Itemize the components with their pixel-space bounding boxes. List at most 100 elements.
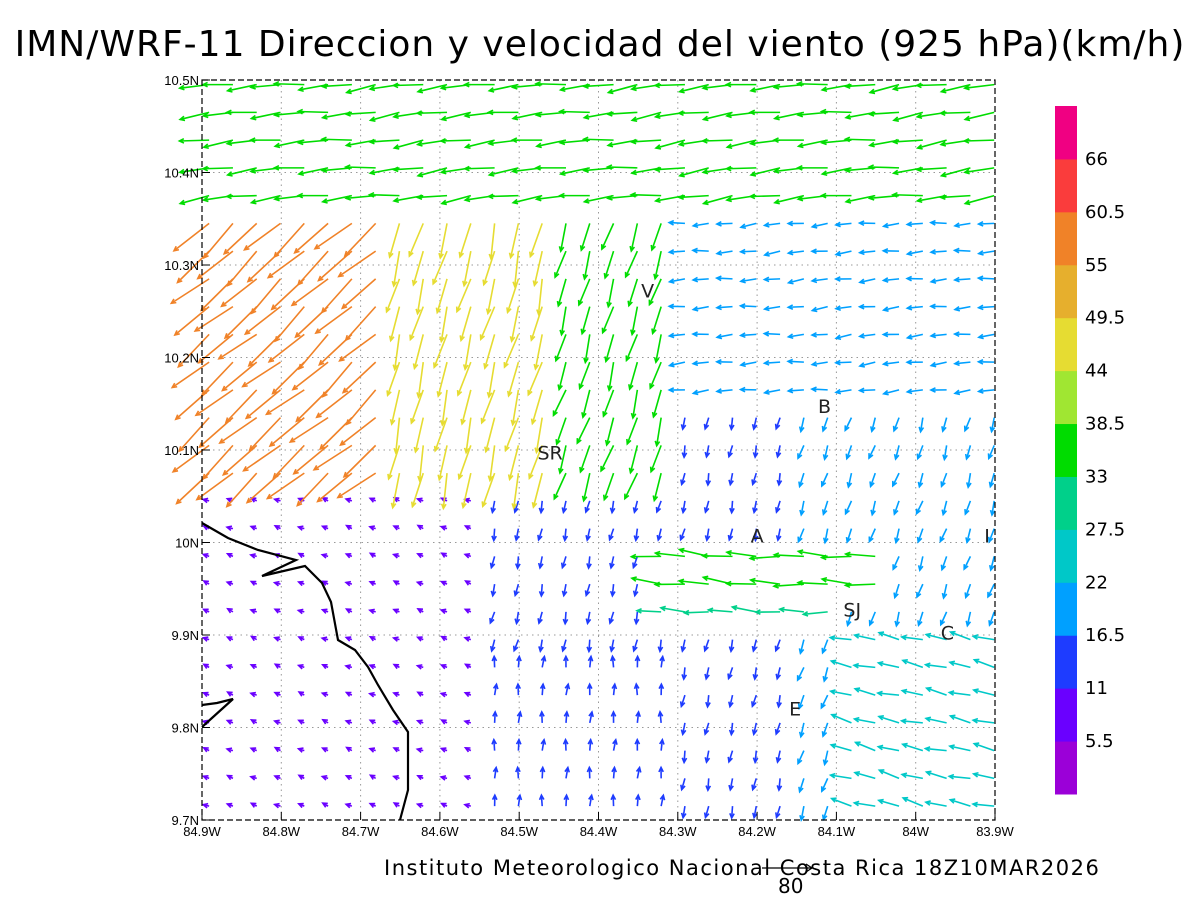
wind-vector bbox=[391, 636, 400, 642]
wind-vector bbox=[775, 750, 782, 764]
vector-shaft bbox=[821, 110, 852, 114]
vector-head bbox=[658, 682, 665, 690]
vector-head bbox=[667, 219, 675, 226]
vector-head bbox=[297, 552, 304, 559]
vector-head bbox=[480, 417, 486, 425]
vector-head bbox=[843, 551, 851, 558]
vector-head bbox=[774, 728, 781, 736]
vector-head bbox=[976, 359, 984, 365]
wind-vector bbox=[844, 417, 853, 433]
vector-shaft bbox=[321, 138, 352, 141]
vector-shaft bbox=[972, 803, 995, 807]
wind-vector bbox=[487, 445, 496, 483]
vector-shaft bbox=[847, 472, 853, 488]
vector-shaft bbox=[632, 389, 639, 419]
wind-vector bbox=[844, 500, 853, 516]
vector-head bbox=[463, 719, 471, 726]
wind-vector bbox=[440, 194, 472, 206]
vector-head bbox=[297, 636, 304, 642]
vector-head bbox=[583, 357, 589, 365]
vector-shaft bbox=[751, 778, 758, 790]
wind-vector bbox=[677, 578, 709, 585]
vector-head bbox=[439, 336, 445, 344]
vector-head bbox=[894, 537, 900, 545]
vector-head bbox=[297, 170, 305, 177]
vector-head bbox=[273, 691, 281, 698]
wind-vector bbox=[225, 525, 234, 531]
vector-shaft bbox=[489, 445, 496, 481]
wind-vector bbox=[953, 389, 971, 396]
wind-vector bbox=[458, 223, 472, 259]
vector-shaft bbox=[894, 583, 900, 598]
vector-shaft bbox=[682, 500, 686, 513]
wind-vector bbox=[537, 556, 544, 570]
vector-head bbox=[564, 765, 570, 773]
vector-head bbox=[751, 784, 757, 792]
vector-head bbox=[489, 645, 496, 653]
vector-shaft bbox=[532, 472, 543, 508]
vector-head bbox=[611, 765, 617, 773]
vector-head bbox=[226, 280, 233, 287]
vector-head bbox=[635, 765, 642, 773]
wind-vector bbox=[857, 332, 876, 339]
wind-vector bbox=[416, 524, 424, 531]
vector-head bbox=[463, 553, 471, 559]
vector-shaft bbox=[388, 223, 401, 258]
wind-vector bbox=[440, 635, 448, 642]
wind-vector bbox=[226, 250, 258, 287]
vector-head bbox=[775, 535, 782, 542]
wind-vector bbox=[630, 306, 639, 337]
vector-head bbox=[939, 87, 947, 94]
vector-head bbox=[608, 618, 615, 625]
wind-vector bbox=[578, 361, 591, 391]
wind-vector bbox=[297, 636, 305, 642]
vector-head bbox=[830, 713, 837, 719]
vector-shaft bbox=[754, 667, 758, 680]
vector-head bbox=[727, 451, 733, 459]
vector-shaft bbox=[918, 472, 924, 487]
vector-shaft bbox=[854, 718, 876, 724]
vector-head bbox=[265, 493, 273, 500]
wind-vector bbox=[628, 361, 639, 391]
wind-vector bbox=[953, 305, 971, 312]
wind-vector bbox=[600, 445, 615, 473]
vector-shaft bbox=[417, 194, 448, 199]
vector-head bbox=[552, 410, 558, 418]
vector-shaft bbox=[822, 167, 852, 175]
vector-head bbox=[659, 605, 666, 612]
wind-vector bbox=[632, 556, 639, 570]
vector-head bbox=[490, 507, 497, 515]
vector-shaft bbox=[716, 250, 733, 255]
vector-head bbox=[962, 84, 970, 91]
wind-vector bbox=[368, 497, 376, 503]
vector-shaft bbox=[298, 333, 329, 370]
vector-head bbox=[828, 635, 836, 641]
vector-head bbox=[606, 88, 614, 95]
vector-head bbox=[799, 814, 805, 822]
wind-vector bbox=[704, 445, 711, 459]
vector-head bbox=[628, 384, 634, 391]
vector-head bbox=[225, 501, 232, 508]
vector-head bbox=[201, 691, 209, 698]
vector-head bbox=[560, 562, 567, 570]
wind-vector bbox=[225, 580, 234, 587]
vector-head bbox=[201, 802, 209, 809]
vector-shaft bbox=[609, 611, 615, 624]
vector-shaft bbox=[878, 745, 900, 752]
wind-vector bbox=[691, 389, 709, 396]
wind-vector bbox=[821, 417, 829, 433]
wind-vector bbox=[857, 220, 876, 227]
vector-shaft bbox=[788, 360, 804, 363]
vector-head bbox=[833, 276, 841, 282]
vector-head bbox=[512, 281, 519, 289]
wind-vector bbox=[798, 722, 805, 739]
vector-head bbox=[633, 535, 640, 543]
vector-shaft bbox=[557, 278, 567, 307]
wind-vector bbox=[929, 219, 947, 226]
wind-vector bbox=[415, 664, 424, 670]
vector-shaft bbox=[272, 444, 305, 479]
vector-head bbox=[509, 336, 516, 343]
vector-head bbox=[195, 494, 202, 501]
vector-head bbox=[989, 509, 996, 517]
vector-head bbox=[225, 525, 233, 531]
